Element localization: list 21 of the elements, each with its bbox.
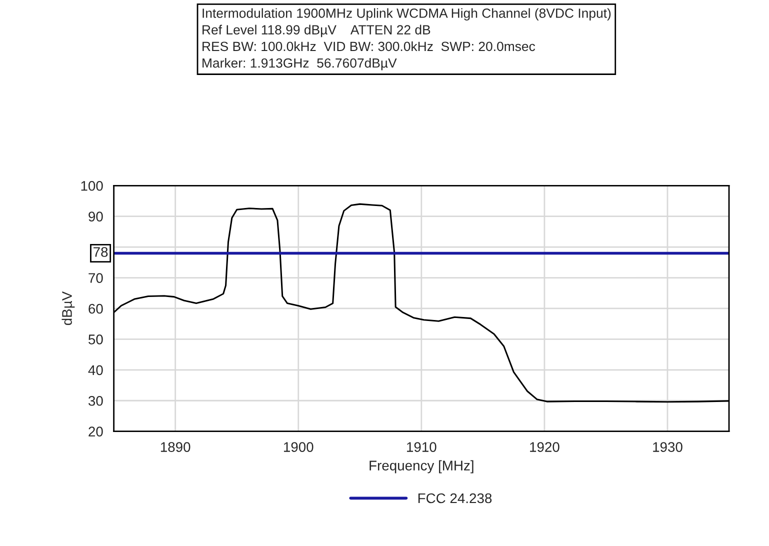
y-tick-label: 60 [88,304,103,314]
annotation: 78 [94,247,108,257]
chart-title: Intermodulation 1900MHz Uplink WCDMA High Channel (8VDC Input) [202,8,611,20]
y-tick-label: 70 [88,273,103,283]
text: Ref Level 118.99 dBµV ATTEN 22 dB [202,24,430,38]
legend-label: FCC 24.238 [418,493,492,504]
y-tick-label: 50 [88,334,103,344]
y-tick-label: 90 [88,212,103,222]
y-tick-label: 100 [81,180,103,191]
x-tick-label: 1900 [284,442,314,452]
x-tick-label: 1920 [530,442,560,452]
x-tick-label: 1890 [160,442,190,452]
y-tick-label: 20 [88,426,103,437]
x-axis-title: Frequency [MHz] [370,460,474,474]
x-tick-label: 1930 [653,442,682,452]
text: RES BW: 100.0kHz VID BW: 300.0kHz SWP: 20.0msec [202,41,536,52]
y-tick-label: 40 [88,365,103,376]
y-axis-title: dBµV [62,291,75,326]
x-tick-label: 1910 [407,442,436,452]
text: Marker: 1.913GHz 56.7607dBµV [202,58,397,70]
y-tick-label: 30 [88,396,103,406]
